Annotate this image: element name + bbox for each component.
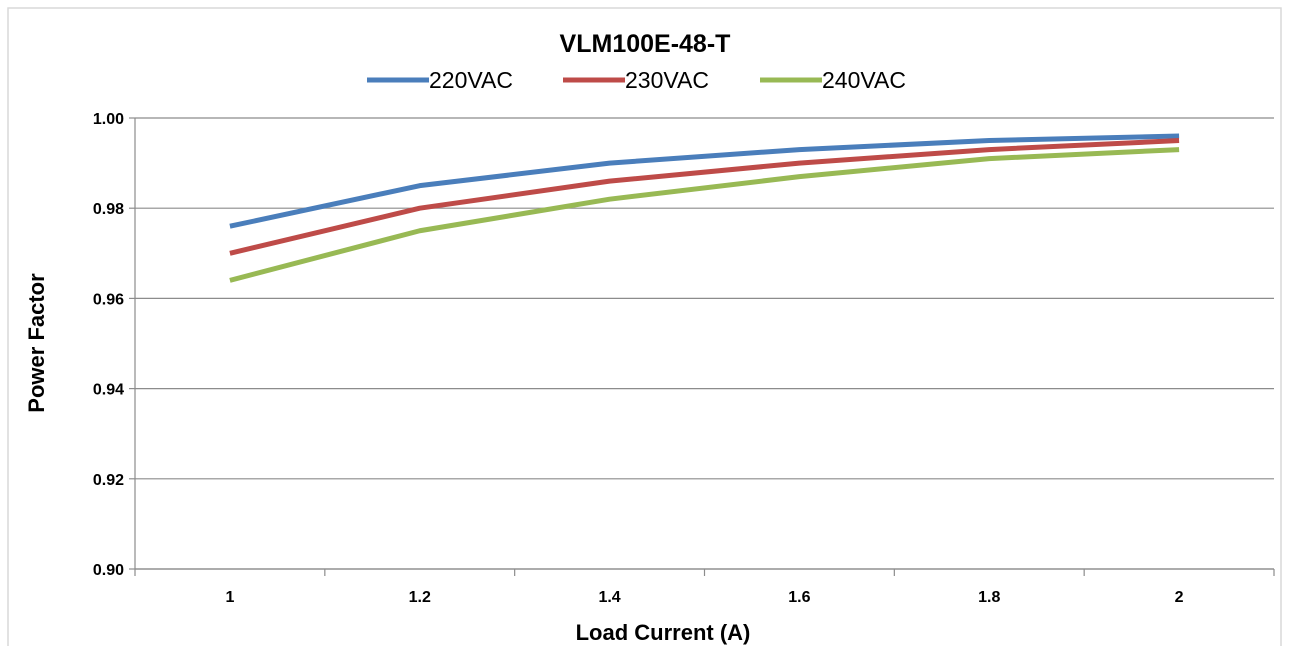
y-tick-label: 1.00: [93, 111, 124, 128]
x-tick-label: 1.4: [598, 589, 620, 606]
y-tick-label: 0.90: [93, 562, 124, 579]
series-line-230vac: [229, 138, 1180, 256]
series-lines: [229, 133, 1180, 283]
y-tick-labels: 0.90 0.92 0.94 0.96 0.98 1.00: [93, 111, 124, 579]
x-tick-label: 1.2: [409, 589, 431, 606]
y-axis-title: Power Factor: [24, 273, 49, 413]
legend: 220VAC 230VAC 240VAC: [367, 67, 906, 93]
legend-label-240vac: 240VAC: [822, 67, 906, 93]
gridlines: [129, 117, 1274, 570]
y-tick-label: 0.94: [93, 382, 124, 399]
x-axis-title: Load Current (A): [576, 620, 751, 645]
x-tick-labels: 1 1.2 1.4 1.6 1.8 2: [225, 589, 1183, 606]
series-line-240vac: [229, 147, 1180, 283]
x-tick-label: 2: [1175, 589, 1184, 606]
legend-label-220vac: 220VAC: [429, 67, 513, 93]
axes: [134, 118, 1275, 576]
y-tick-label: 0.92: [93, 472, 124, 489]
y-tick-label: 0.96: [93, 291, 124, 308]
x-tick-label: 1.8: [978, 589, 1000, 606]
series-line-220vac: [229, 133, 1180, 229]
legend-label-230vac: 230VAC: [625, 67, 709, 93]
chart-border: [7, 7, 1282, 646]
y-tick-label: 0.98: [93, 201, 124, 218]
x-tick-label: 1: [225, 589, 234, 606]
x-tick-label: 1.6: [788, 589, 810, 606]
chart-title: VLM100E-48-T: [560, 30, 731, 58]
